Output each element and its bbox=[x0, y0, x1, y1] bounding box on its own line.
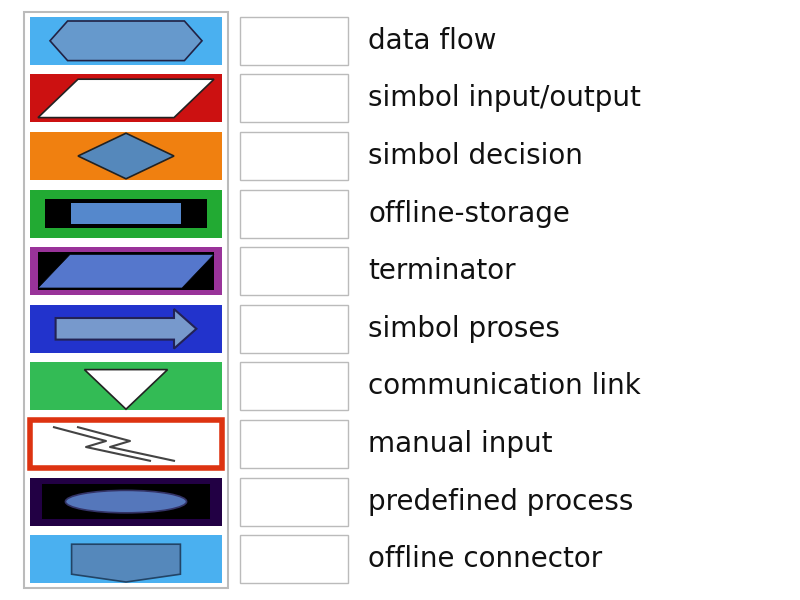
FancyBboxPatch shape bbox=[240, 247, 348, 295]
Polygon shape bbox=[38, 254, 214, 288]
Polygon shape bbox=[72, 544, 181, 582]
Text: data flow: data flow bbox=[368, 27, 497, 55]
FancyBboxPatch shape bbox=[240, 74, 348, 122]
FancyBboxPatch shape bbox=[240, 190, 348, 238]
FancyBboxPatch shape bbox=[30, 247, 222, 295]
FancyBboxPatch shape bbox=[30, 17, 222, 65]
Text: communication link: communication link bbox=[368, 373, 641, 400]
Text: manual input: manual input bbox=[368, 430, 553, 458]
FancyBboxPatch shape bbox=[240, 362, 348, 410]
FancyBboxPatch shape bbox=[30, 362, 222, 410]
FancyBboxPatch shape bbox=[30, 132, 222, 180]
Polygon shape bbox=[56, 309, 197, 349]
Polygon shape bbox=[50, 21, 202, 61]
FancyBboxPatch shape bbox=[70, 203, 182, 224]
Ellipse shape bbox=[66, 490, 186, 513]
FancyBboxPatch shape bbox=[240, 305, 348, 353]
Polygon shape bbox=[38, 79, 214, 118]
FancyBboxPatch shape bbox=[30, 420, 222, 468]
Text: offline-storage: offline-storage bbox=[368, 200, 570, 227]
FancyBboxPatch shape bbox=[30, 478, 222, 526]
FancyBboxPatch shape bbox=[45, 199, 207, 228]
Text: simbol proses: simbol proses bbox=[368, 315, 560, 343]
FancyBboxPatch shape bbox=[240, 478, 348, 526]
FancyBboxPatch shape bbox=[42, 484, 210, 519]
FancyBboxPatch shape bbox=[30, 420, 222, 468]
Text: offline connector: offline connector bbox=[368, 545, 602, 573]
FancyBboxPatch shape bbox=[30, 305, 222, 353]
Polygon shape bbox=[85, 370, 168, 409]
Text: predefined process: predefined process bbox=[368, 488, 634, 515]
Text: simbol decision: simbol decision bbox=[368, 142, 583, 170]
FancyBboxPatch shape bbox=[38, 252, 214, 290]
Text: simbol input/output: simbol input/output bbox=[368, 85, 641, 112]
FancyBboxPatch shape bbox=[240, 535, 348, 583]
FancyBboxPatch shape bbox=[30, 74, 222, 122]
FancyBboxPatch shape bbox=[240, 420, 348, 468]
FancyBboxPatch shape bbox=[240, 17, 348, 65]
Text: terminator: terminator bbox=[368, 257, 516, 285]
FancyBboxPatch shape bbox=[30, 535, 222, 583]
FancyBboxPatch shape bbox=[240, 132, 348, 180]
FancyBboxPatch shape bbox=[30, 190, 222, 238]
Polygon shape bbox=[78, 133, 174, 179]
FancyBboxPatch shape bbox=[24, 12, 228, 588]
